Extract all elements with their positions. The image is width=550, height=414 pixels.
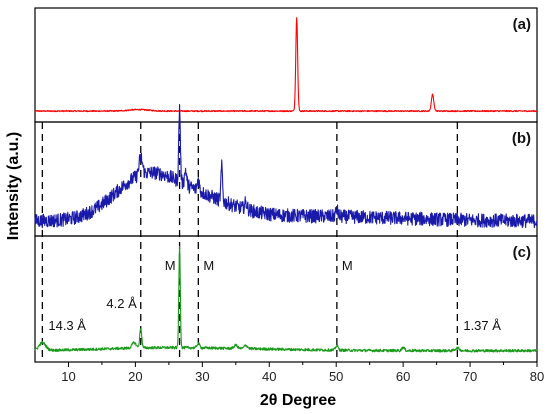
series-layer (34, 17, 538, 353)
reference-lines (41, 122, 458, 362)
panel-frame-1 (34, 7, 538, 123)
panel-label: (b) (512, 130, 531, 147)
panel-label: (c) (513, 244, 531, 261)
x-tick-label: 70 (463, 369, 477, 384)
panel-frames (34, 7, 538, 363)
x-tick-label: 80 (530, 369, 544, 384)
annotation-label: 1.37 Å (463, 318, 501, 333)
annotation-label: M (342, 258, 353, 273)
panel-frame-3 (34, 235, 538, 363)
annotations: 14.3 Å 4.2 Å M M M 1.37 Å (48, 258, 501, 333)
panel-label: (a) (513, 16, 531, 33)
series-line-1 (34, 17, 538, 113)
x-axis-title: 2θ Degree (260, 392, 336, 409)
x-tick-label: 10 (61, 369, 75, 384)
x-tick-label: 20 (128, 369, 142, 384)
series-line-3 (34, 245, 538, 353)
x-tick-label: 60 (396, 369, 410, 384)
panel-tags: (a) (b) (c) (512, 16, 531, 261)
annotation-label: M (165, 258, 176, 273)
x-tick-label: 40 (262, 369, 276, 384)
series-line-2 (34, 103, 538, 229)
x-axis-ticks: 10 20 30 40 50 60 70 80 (61, 362, 544, 384)
annotation-label: M (203, 258, 214, 273)
x-tick-label: 50 (329, 369, 343, 384)
x-tick-label: 30 (195, 369, 209, 384)
y-axis-title: Intensity (a.u.) (5, 132, 22, 240)
annotation-label: 4.2 Å (106, 296, 137, 311)
annotation-label: 14.3 Å (48, 318, 86, 333)
